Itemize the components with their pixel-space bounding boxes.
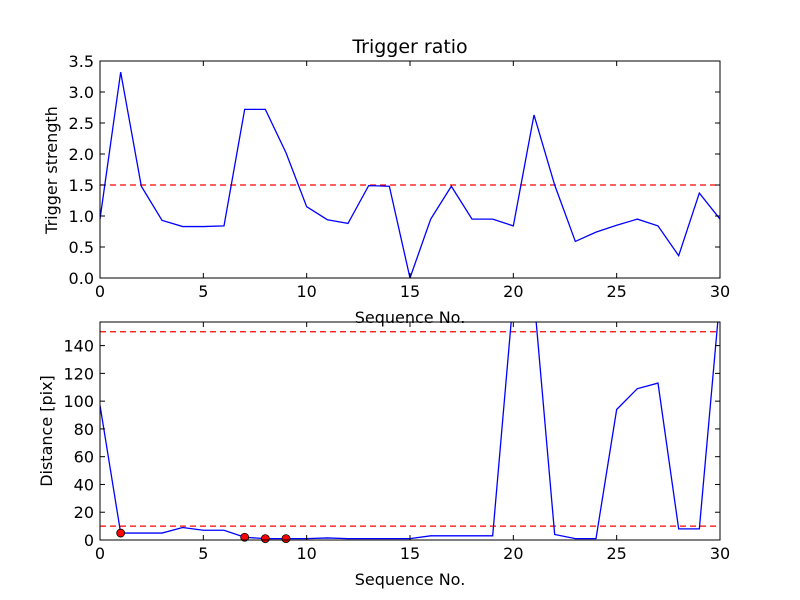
highlight-marker [281, 534, 291, 544]
x-axis-ticks: 0 5 10 15 20 25 30 [95, 322, 730, 563]
x-tick-label: 20 [503, 282, 523, 301]
y-tick-label: 120 [63, 364, 94, 383]
x-tick-label: 10 [296, 282, 316, 301]
highlight-markers [116, 528, 291, 544]
y-tick-label: 0 [84, 531, 94, 550]
x-tick-label: 30 [710, 282, 730, 301]
x-tick-label: 15 [400, 544, 420, 563]
y-tick-label: 3.5 [69, 52, 94, 71]
y-tick-label: 2.0 [69, 145, 94, 164]
y-tick-label: 0.0 [69, 269, 94, 288]
x-tick-label: 10 [296, 544, 316, 563]
x-tick-label: 0 [95, 282, 105, 301]
x-tick-label: 20 [503, 544, 523, 563]
x-tick-label: 25 [606, 282, 626, 301]
x-tick-label: 25 [606, 544, 626, 563]
y-tick-label: 140 [63, 337, 94, 356]
y-tick-label: 1.5 [69, 176, 94, 195]
y-tick-label: 100 [63, 392, 94, 411]
y-tick-label: 0.5 [69, 238, 94, 257]
y-axis-ticks: 0.0 0.5 1.0 1.5 2.0 2.5 3.0 3.5 [69, 52, 720, 288]
highlight-marker [116, 528, 126, 538]
y-tick-label: 60 [74, 448, 94, 467]
x-tick-label: 0 [95, 544, 105, 563]
y-tick-label: 1.0 [69, 207, 94, 226]
threshold-lines [100, 331, 720, 527]
series-line [100, 72, 720, 278]
chart-distance: 0 5 10 15 20 25 30 0 20 40 60 80 100 120 140 Sequence… [37, 321, 730, 589]
x-tick-label: 15 [400, 282, 420, 301]
y-tick-label: 3.0 [69, 83, 94, 102]
y-axis-ticks: 0 20 40 60 80 100 120 140 [63, 337, 720, 550]
x-axis-ticks: 0 5 10 15 20 25 30 [95, 61, 730, 301]
y-tick-label: 40 [74, 475, 94, 494]
y-tick-label: 80 [74, 420, 94, 439]
highlight-marker [240, 532, 250, 542]
chart-title: Trigger ratio [351, 36, 467, 58]
x-tick-label: 30 [710, 544, 730, 563]
x-tick-label: 5 [198, 544, 208, 563]
highlight-marker [260, 534, 270, 544]
plot-area [100, 72, 720, 278]
x-tick-label: 5 [198, 282, 208, 301]
y-tick-label: 2.5 [69, 114, 94, 133]
y-axis-label: Trigger strength [42, 106, 61, 235]
x-axis-label: Sequence No. [355, 570, 466, 589]
y-tick-label: 20 [74, 503, 94, 522]
y-axis-label: Distance [pix] [37, 375, 56, 487]
